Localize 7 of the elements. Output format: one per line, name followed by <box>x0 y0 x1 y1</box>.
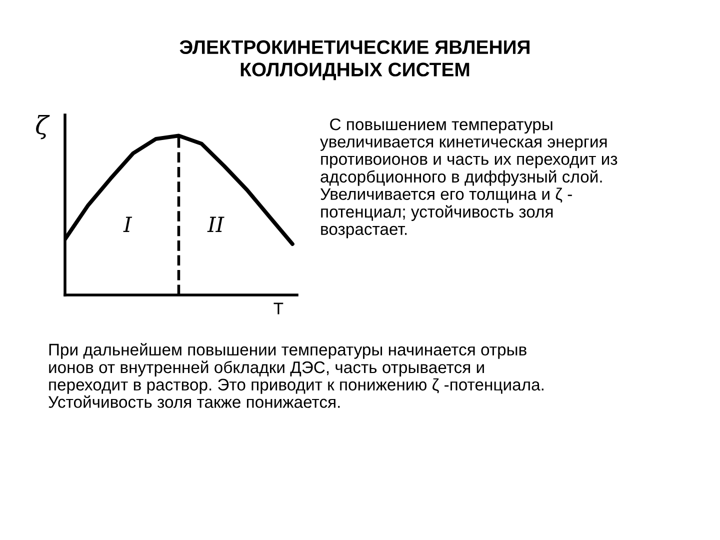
text: С повышением температуры увеличивается кинетическая энергия противоионов и часть их переходит из адсорбционного в диффузный слой. Увеличивается его толщина и ζ - потенциал; устойчивость золя возрастает. <box>320 118 618 238</box>
x-axis-title: T <box>274 302 284 314</box>
text: При дальнейшем повышении температуры начинается отрыв ионов от внутренней обкладки ДЭС, часть отрывается и переходит в раствор. Это приводит к понижению ζ -потенциала. Устойчивость золя также понижается. <box>48 343 544 408</box>
annotation: I <box>123 216 132 232</box>
y-axis-title: ζ <box>36 115 50 140</box>
text: ЭЛЕКТРОКИНЕТИЧЕСКИЕ ЯВЛЕНИЯ КОЛЛОИДНЫХ СИСТЕМ <box>180 40 530 80</box>
annotation: II <box>207 216 224 232</box>
